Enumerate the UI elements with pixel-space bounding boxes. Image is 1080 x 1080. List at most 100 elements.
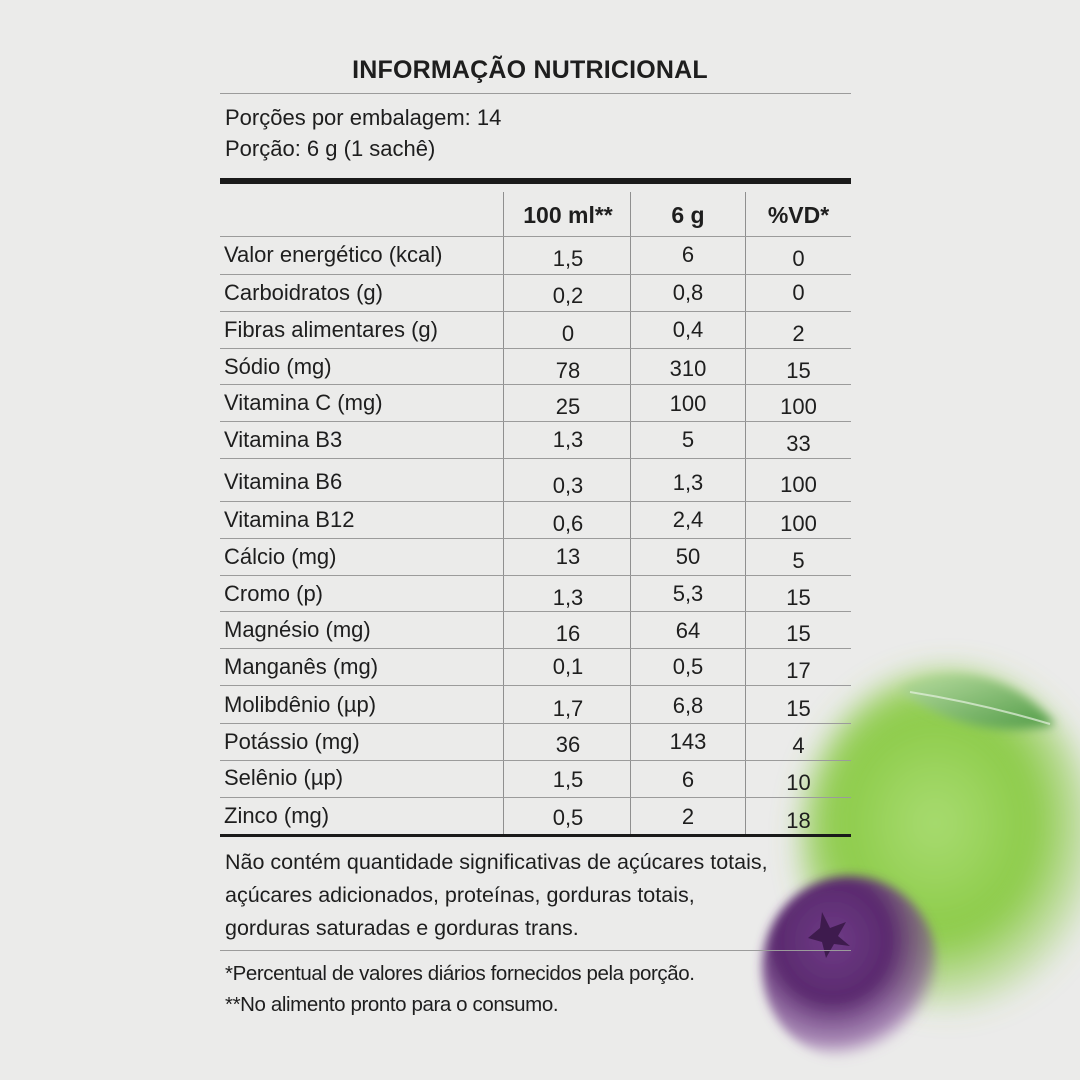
nutrient-label: Vitamina C (mg): [224, 390, 383, 415]
row-divider: [220, 685, 851, 686]
nutrient-label: Vitamina B3: [224, 427, 343, 452]
note-line: gorduras saturadas e gorduras trans.: [225, 916, 579, 940]
value-per-6g: 100: [669, 391, 707, 416]
column-header-100ml: 100 ml**: [523, 202, 613, 228]
value-per-100ml: 0,5: [552, 805, 584, 830]
value-vd: 15: [786, 585, 811, 610]
nutrient-label: Potássio (mg): [224, 729, 360, 754]
header-thick-divider: [220, 178, 851, 184]
column-header-6g: 6 g: [671, 202, 705, 228]
value-per-6g: 0,8: [672, 280, 704, 305]
value-per-100ml: 0,6: [552, 511, 584, 536]
nutrient-label: Zinco (mg): [224, 803, 330, 828]
row-divider: [220, 648, 851, 649]
value-per-100ml: 13: [555, 544, 581, 569]
row-divider: [220, 575, 851, 576]
row-divider: [220, 274, 851, 275]
value-per-6g: 2,4: [672, 507, 704, 532]
value-per-6g: 0,4: [672, 317, 704, 342]
value-vd: 100: [780, 511, 817, 536]
nutrient-label: Magnésio (mg): [224, 617, 371, 642]
column-divider: [503, 192, 504, 836]
value-vd: 0: [792, 280, 805, 305]
value-per-6g: 6: [681, 242, 695, 267]
value-per-100ml: 0,2: [552, 283, 584, 308]
nutrient-label: Valor energético (kcal): [224, 242, 443, 267]
value-per-6g: 0,5: [672, 654, 704, 679]
row-divider: [220, 723, 851, 724]
value-per-100ml: 1,3: [552, 427, 584, 452]
footnote-ready-to-consume: **No alimento pronto para o consumo.: [225, 993, 559, 1016]
row-divider: [220, 384, 851, 385]
value-per-6g: 310: [669, 356, 707, 381]
title-divider: [220, 93, 851, 94]
row-divider: [220, 421, 851, 422]
value-vd: 17: [786, 658, 811, 683]
row-divider: [220, 797, 851, 798]
footnote-daily-value: *Percentual de valores diários fornecido…: [225, 962, 695, 985]
column-header-vd: %VD*: [767, 202, 830, 228]
value-per-100ml: 0,3: [552, 473, 584, 498]
value-vd: 100: [780, 472, 817, 497]
serving-size: Porção: 6 g (1 sachê): [225, 136, 436, 161]
nutrient-label: Selênio (µp): [224, 765, 344, 790]
value-per-6g: 1,3: [672, 470, 704, 495]
value-per-100ml: 25: [555, 394, 581, 419]
value-per-100ml: 78: [555, 358, 581, 383]
value-per-6g: 5: [681, 427, 695, 452]
value-per-100ml: 16: [555, 621, 581, 646]
value-vd: 18: [786, 808, 811, 833]
note-line: açúcares adicionados, proteínas, gordura…: [225, 883, 695, 907]
value-per-100ml: 1,7: [552, 696, 584, 721]
nutrient-label: Cálcio (mg): [224, 544, 337, 569]
value-vd: 5: [792, 548, 805, 573]
value-vd: 15: [786, 696, 811, 721]
table-bottom-divider: [220, 834, 851, 837]
row-divider: [220, 458, 851, 459]
row-divider: [220, 538, 851, 539]
value-per-100ml: 1,3: [552, 585, 584, 610]
value-vd: 100: [780, 394, 817, 419]
value-per-6g: 6,8: [672, 693, 704, 718]
row-divider: [220, 311, 851, 312]
value-vd: 15: [786, 621, 811, 646]
value-vd: 10: [786, 770, 811, 795]
value-per-100ml: 1,5: [552, 767, 584, 792]
value-per-100ml: 1,5: [552, 246, 584, 271]
row-divider: [220, 348, 851, 349]
value-per-100ml: 36: [555, 732, 581, 757]
nutrient-label: Carboidratos (g): [224, 280, 383, 305]
column-divider: [630, 192, 631, 836]
value-vd: 0: [792, 246, 805, 271]
value-vd: 2: [792, 321, 805, 346]
value-per-100ml: 0,1: [552, 654, 584, 679]
value-vd: 33: [786, 431, 811, 456]
not-significant-note: Não contém quantidade significativas de …: [225, 846, 905, 945]
note-line: Não contém quantidade significativas de …: [225, 850, 768, 874]
nutrient-label: Manganês (mg): [224, 654, 379, 679]
value-per-100ml: 0: [561, 321, 575, 346]
value-per-6g: 143: [669, 729, 707, 754]
nutrient-label: Fibras alimentares (g): [224, 317, 438, 342]
row-divider: [220, 236, 851, 237]
nutrient-label: Vitamina B6: [224, 469, 343, 494]
row-divider: [220, 611, 851, 612]
lime-leaf: [900, 675, 1055, 730]
row-divider: [220, 760, 851, 761]
nutrient-label: Vitamina B12: [224, 507, 355, 532]
value-vd: 15: [786, 358, 811, 383]
value-vd: 4: [792, 733, 805, 758]
value-per-6g: 6: [681, 767, 695, 792]
row-divider: [220, 501, 851, 502]
nutrient-label: Cromo (p): [224, 581, 324, 606]
nutrient-label: Molibdênio (µp): [224, 692, 377, 717]
value-per-6g: 5,3: [672, 581, 704, 606]
value-per-6g: 64: [675, 618, 701, 643]
footnote-divider: [220, 950, 851, 951]
nutrient-label: Sódio (mg): [224, 354, 332, 379]
column-divider: [745, 192, 746, 836]
nutrition-title: INFORMAÇÃO NUTRICIONAL: [352, 56, 708, 84]
value-per-6g: 2: [681, 804, 695, 829]
servings-per-package: Porções por embalagem: 14: [225, 105, 502, 130]
value-per-6g: 50: [675, 544, 701, 569]
